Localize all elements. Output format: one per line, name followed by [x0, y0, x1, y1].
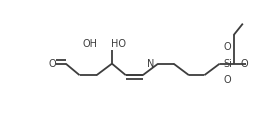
Text: N: N — [147, 59, 154, 69]
Text: HO: HO — [111, 39, 125, 49]
Text: O: O — [224, 43, 231, 53]
Text: O: O — [241, 59, 248, 69]
Text: Si: Si — [223, 59, 232, 69]
Text: O: O — [224, 75, 231, 85]
Text: OH: OH — [83, 39, 98, 49]
Text: O: O — [48, 59, 56, 69]
